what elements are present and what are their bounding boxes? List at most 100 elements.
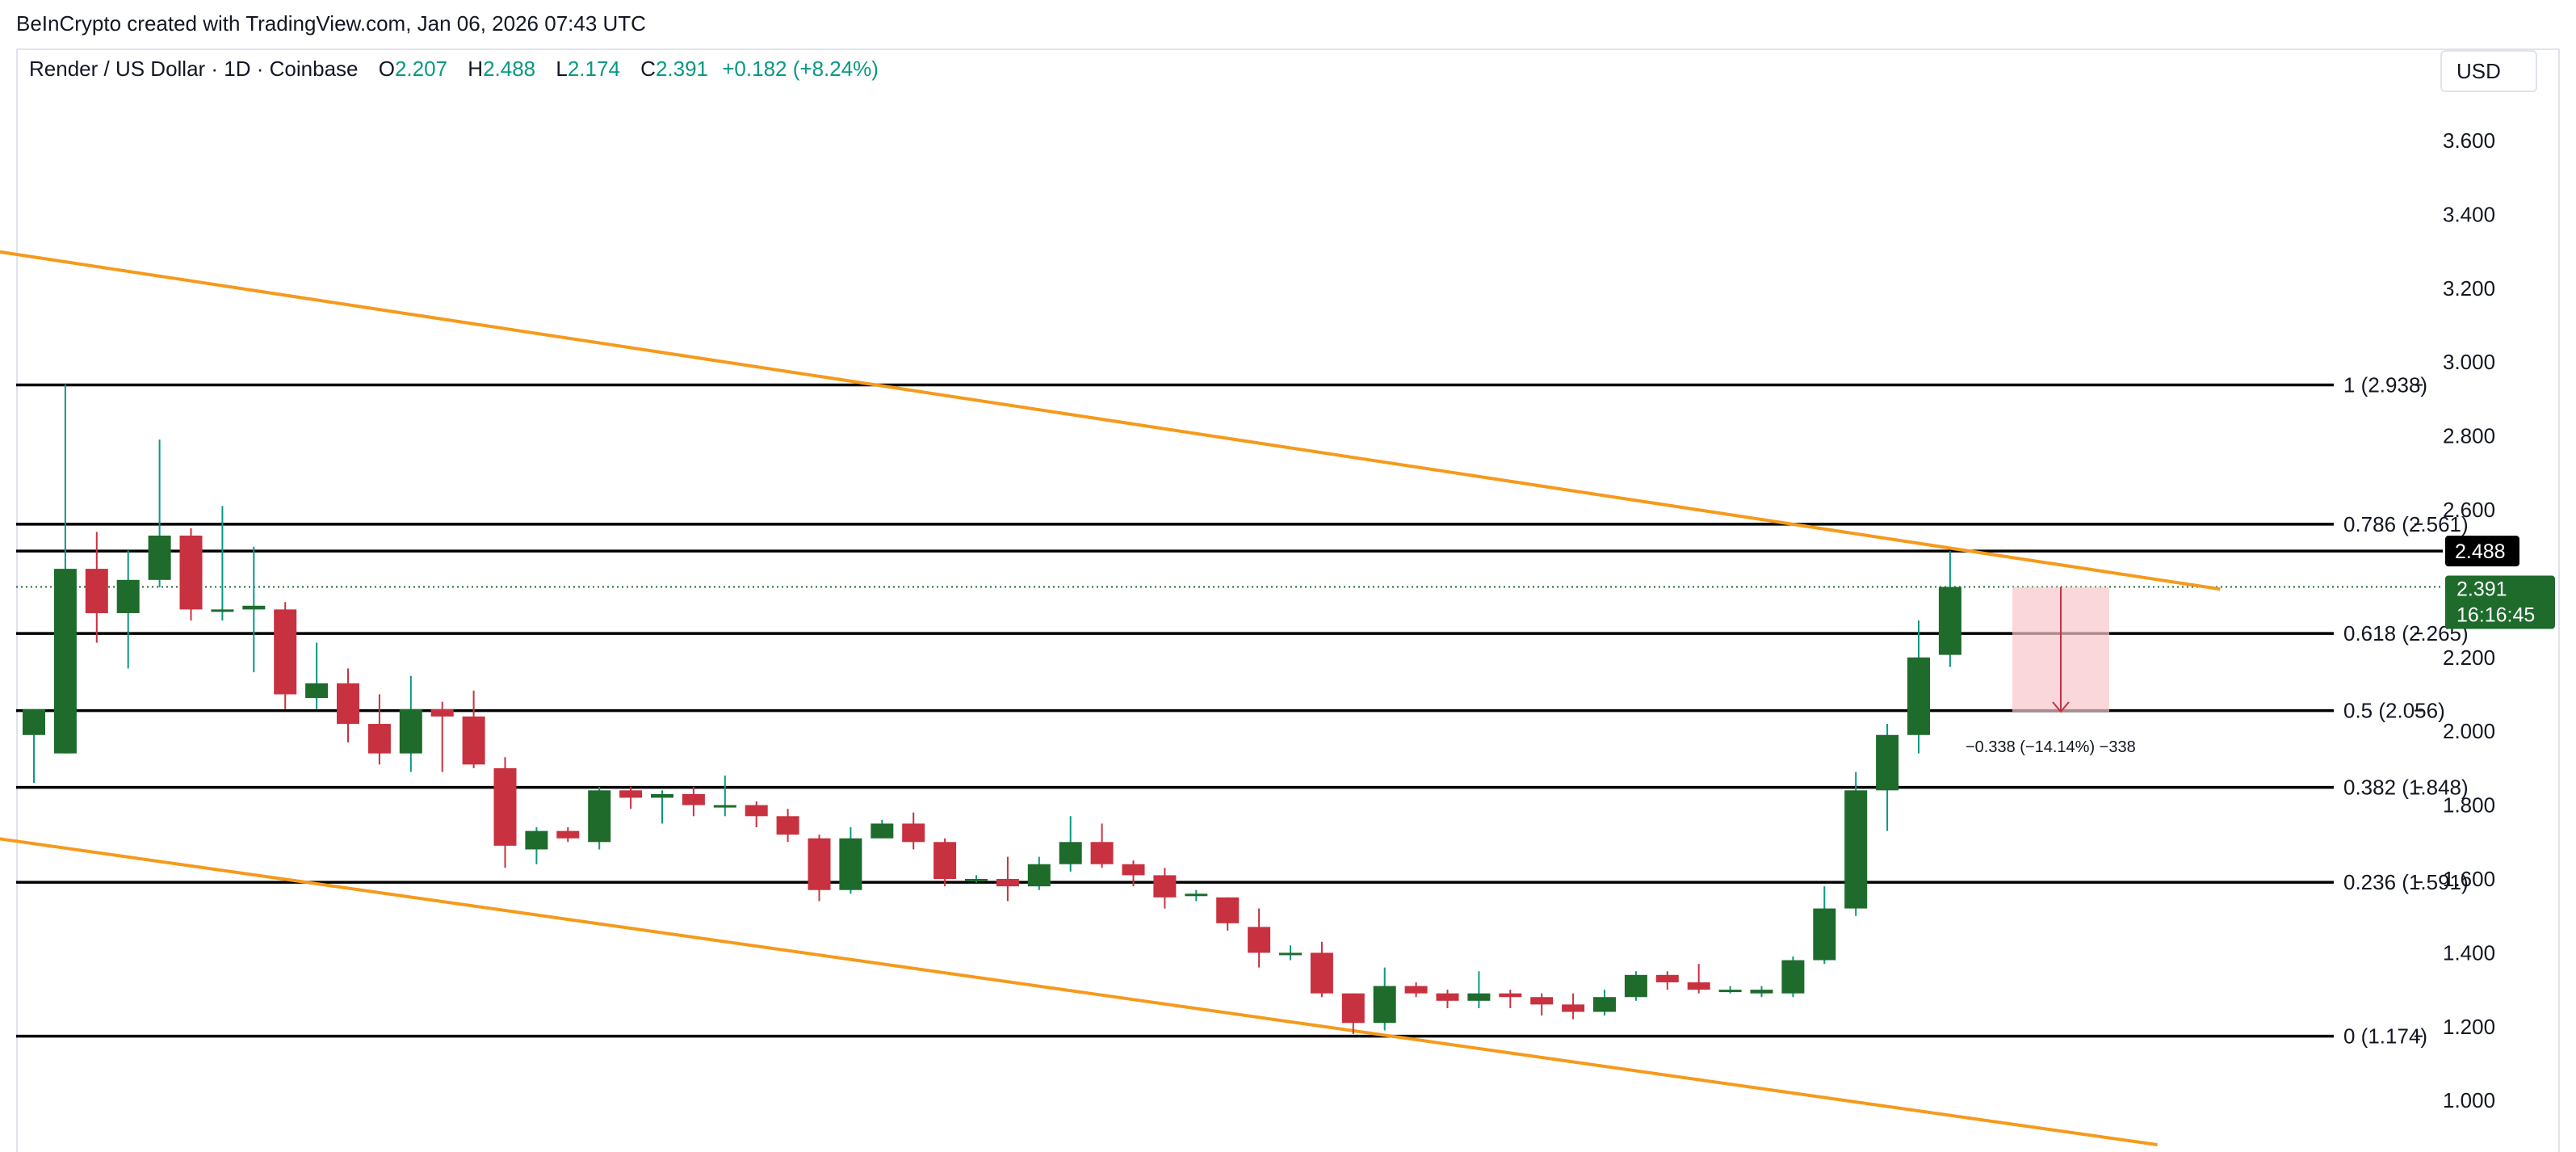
- high-price-tag-label: 2.488: [2455, 540, 2506, 563]
- candle-10: [337, 668, 359, 742]
- candle-body-12: [399, 708, 422, 754]
- candle-body-31: [996, 879, 1019, 887]
- chart-frame: [16, 48, 2560, 1152]
- candle-41: [1310, 941, 1333, 998]
- candle-body-7: [242, 605, 266, 610]
- candle-20: [651, 790, 673, 824]
- candle-body-49: [1562, 1004, 1585, 1012]
- y-tick-label-10: 1.400: [2443, 940, 2495, 965]
- candle-body-25: [808, 838, 831, 890]
- low-value: 2.174: [567, 57, 620, 81]
- candle-50: [1593, 990, 1616, 1016]
- measure-tool: −0.338 (−14.14%) −338: [1966, 587, 2136, 756]
- candle-47: [1499, 990, 1522, 1008]
- y-tick-label-4: 2.800: [2443, 424, 2495, 448]
- y-tick-label-9: 1.600: [2443, 867, 2495, 891]
- candle-body-26: [839, 838, 862, 890]
- y-tick-label-8: 1.800: [2443, 793, 2495, 818]
- candle-body-36: [1153, 875, 1177, 898]
- candle-8: [274, 602, 297, 709]
- candle-body-54: [1718, 990, 1742, 993]
- candle-body-42: [1341, 993, 1365, 1024]
- candle-body-44: [1404, 986, 1428, 994]
- candle-7: [242, 546, 266, 673]
- candle-59: [1876, 724, 1899, 831]
- candle-body-9: [305, 683, 329, 699]
- fib-label-6: 0 (1.174): [2343, 1024, 2427, 1049]
- candle-61: [1938, 551, 1961, 667]
- candle-body-48: [1530, 997, 1554, 1005]
- candle-body-38: [1216, 897, 1240, 923]
- fib-label-0: 1 (2.938): [2343, 373, 2427, 397]
- candle-45: [1436, 990, 1459, 1008]
- candle-body-22: [713, 805, 736, 808]
- candle-56: [1781, 956, 1805, 998]
- candle-0: [23, 708, 45, 784]
- low-label: L: [556, 57, 568, 81]
- candle-13: [430, 701, 454, 772]
- candle-34: [1090, 823, 1114, 868]
- candle-body-58: [1844, 790, 1868, 909]
- fib-label-5: 0.236 (1.591): [2343, 870, 2469, 894]
- candle-16: [525, 827, 548, 864]
- candle-35: [1122, 860, 1145, 887]
- candle-body-55: [1750, 990, 1773, 994]
- candle-body-57: [1813, 908, 1836, 961]
- candle-body-15: [493, 767, 517, 846]
- candle-body-52: [1655, 974, 1679, 982]
- candle-31: [996, 856, 1019, 902]
- candle-body-17: [556, 830, 580, 839]
- measure-arrow-head: [2052, 701, 2070, 713]
- candle-3: [116, 550, 140, 669]
- candle-body-0: [23, 708, 45, 735]
- candle-body-33: [1059, 842, 1082, 864]
- candle-23: [745, 801, 768, 828]
- candle-30: [965, 875, 988, 883]
- candle-body-43: [1373, 986, 1396, 1024]
- candle-52: [1655, 971, 1679, 990]
- candle-40: [1279, 945, 1302, 961]
- price-tags: 2.488 2.391 16:16:45: [2445, 536, 2555, 629]
- candle-39: [1248, 908, 1271, 968]
- candle-body-51: [1624, 974, 1647, 998]
- trendline-1: [0, 837, 2158, 1147]
- candle-body-37: [1185, 893, 1208, 897]
- y-tick-label-2: 3.200: [2443, 276, 2495, 301]
- y-tick-label-5: 2.600: [2443, 498, 2495, 522]
- close-label: C: [640, 57, 656, 81]
- candle-14: [462, 690, 485, 768]
- measure-label: −0.338 (−14.14%) −338: [1966, 738, 2136, 756]
- candle-body-50: [1593, 997, 1616, 1012]
- candle-body-30: [965, 879, 988, 881]
- candle-38: [1216, 897, 1240, 931]
- candles: [23, 384, 1961, 1034]
- candle-12: [399, 675, 422, 772]
- candle-body-28: [902, 823, 925, 843]
- high-price-tag: [2445, 536, 2519, 567]
- candle-53: [1687, 964, 1710, 994]
- candle-9: [305, 642, 329, 709]
- candle-body-45: [1436, 993, 1459, 1001]
- candle-25: [808, 835, 831, 902]
- price-axis: 3.600 3.400 3.200 3.000 2.800 2.600 2.200 2.000…: [2443, 128, 2495, 1112]
- fib-label-3: 0.5 (2.056): [2343, 699, 2445, 723]
- candle-54: [1718, 986, 1742, 994]
- candle-32: [1027, 856, 1051, 890]
- candle-17: [556, 827, 580, 843]
- close-value: 2.391: [655, 57, 709, 81]
- candle-1: [53, 384, 77, 754]
- candle-44: [1404, 982, 1428, 998]
- candle-36: [1153, 868, 1177, 909]
- candle-4: [148, 439, 171, 587]
- currency-button[interactable]: USD: [2440, 50, 2537, 92]
- change-value: +0.182 (+8.24%): [722, 57, 879, 81]
- candle-body-2: [85, 569, 108, 613]
- candle-27: [871, 819, 894, 839]
- candle-body-5: [179, 535, 203, 610]
- candle-body-59: [1876, 734, 1899, 791]
- candle-body-41: [1310, 952, 1333, 994]
- candle-body-34: [1090, 842, 1114, 864]
- candle-body-27: [871, 823, 894, 839]
- candle-22: [713, 776, 736, 817]
